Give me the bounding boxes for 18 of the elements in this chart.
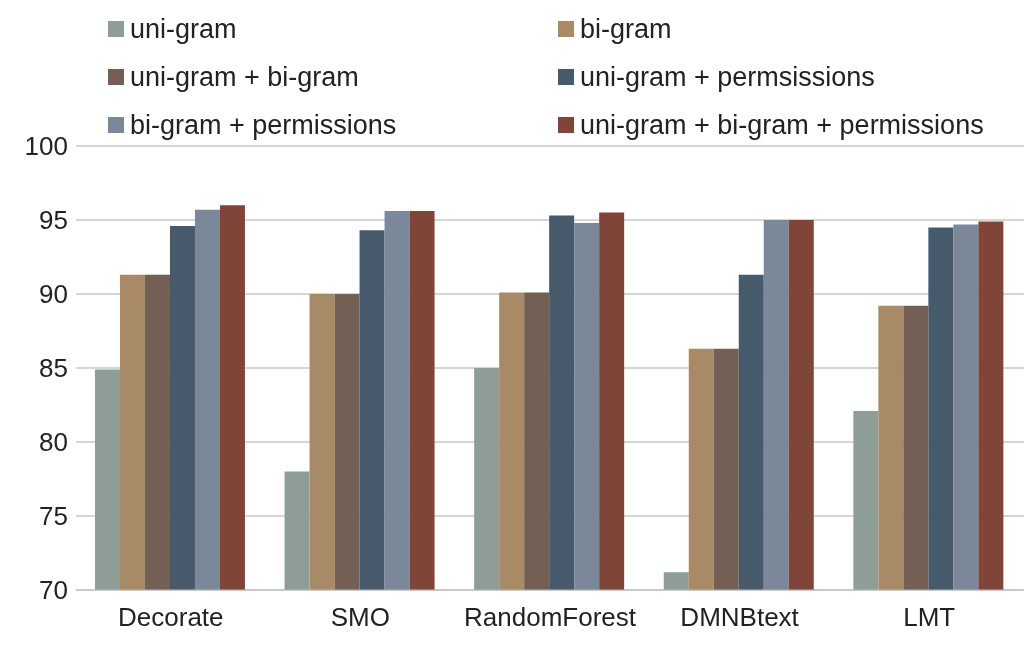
y-tick-label: 70 — [39, 575, 68, 606]
y-tick-label: 100 — [24, 131, 68, 162]
x-tick-label: DMNBtext — [680, 602, 800, 633]
y-tick-label: 95 — [39, 205, 68, 236]
legend-label: bi-gram + permissions — [130, 109, 397, 141]
y-tick-label: 90 — [39, 279, 68, 310]
legend-label: uni-gram — [130, 13, 237, 45]
legend-label: uni-gram + bi-gram — [130, 61, 359, 93]
x-tick-label: LMT — [903, 602, 956, 633]
legend-label: uni-gram + bi-gram + permissions — [580, 109, 984, 141]
legend-label: bi-gram — [580, 13, 672, 45]
x-tick-label: RandomForest — [464, 602, 637, 633]
x-tick-label: SMO — [330, 602, 391, 633]
legend-label: uni-gram + permsissions — [580, 61, 875, 93]
x-tick-label: Decorate — [118, 602, 224, 633]
y-tick-label: 85 — [39, 353, 68, 384]
y-tick-label: 75 — [39, 501, 68, 532]
y-tick-label: 80 — [39, 427, 68, 458]
